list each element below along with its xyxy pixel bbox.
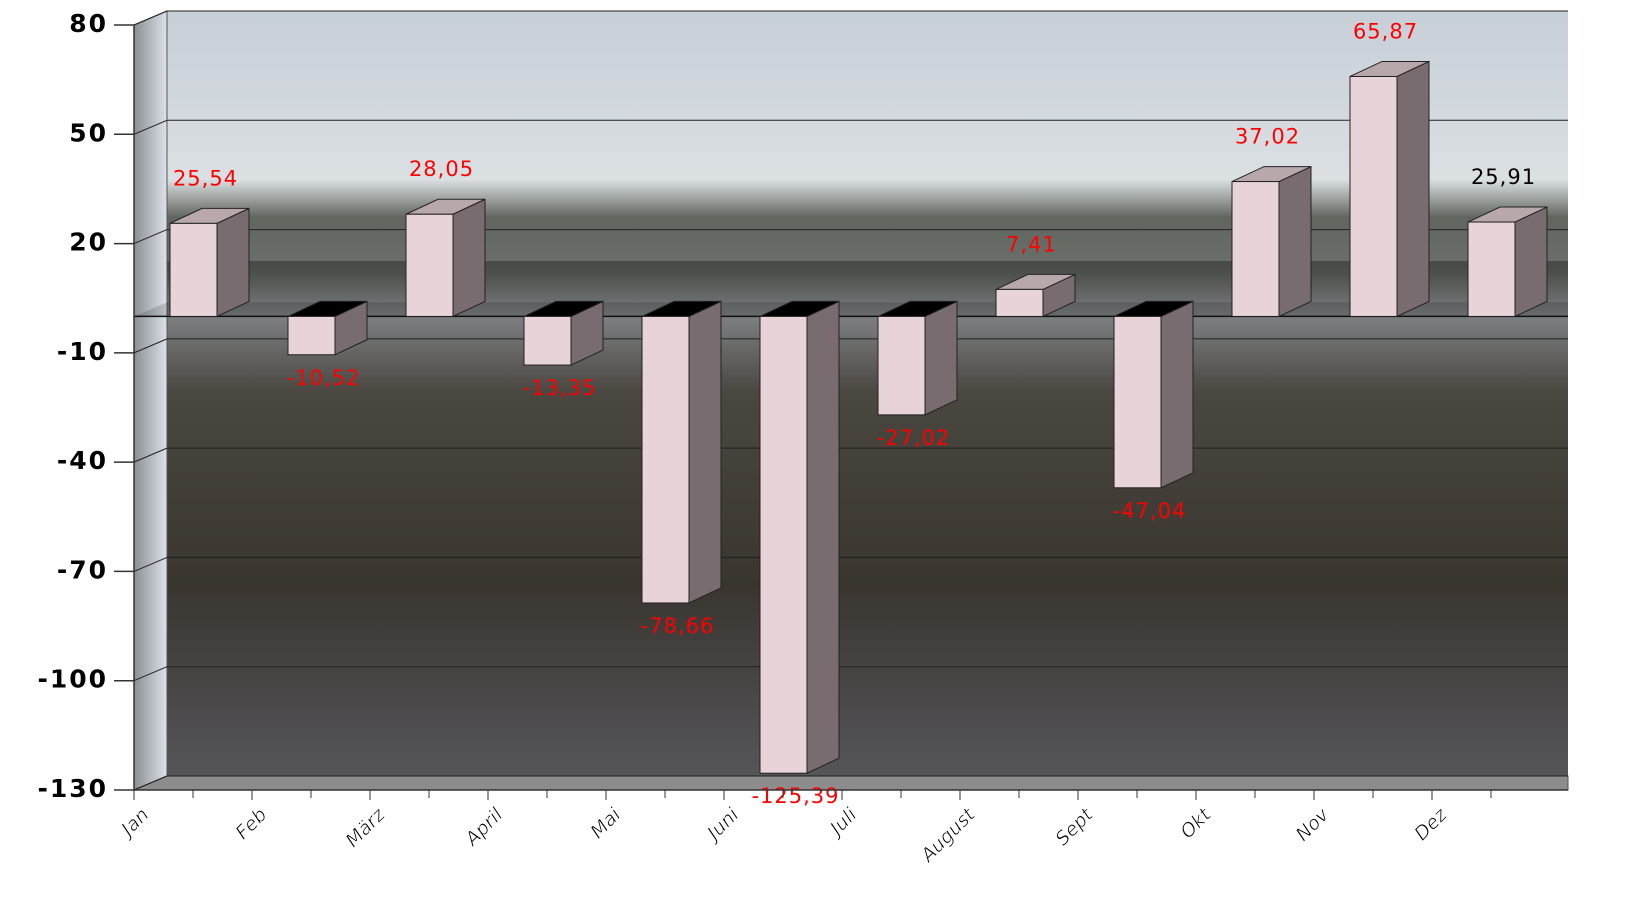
x-tick-label: Juni bbox=[700, 803, 744, 847]
bar-side bbox=[1160, 300, 1194, 489]
grid-line bbox=[133, 119, 168, 135]
bar bbox=[995, 288, 1044, 317]
value-label: -47,04 bbox=[1113, 499, 1187, 523]
grid-line bbox=[133, 10, 168, 26]
x-tick-label: Sept bbox=[1051, 803, 1098, 850]
value-label: -10,52 bbox=[287, 366, 361, 390]
bar-side bbox=[452, 198, 486, 318]
y-tick-label: -130 bbox=[37, 774, 108, 803]
y-tick-label: 50 bbox=[69, 118, 108, 147]
bar-side bbox=[924, 300, 958, 416]
bar bbox=[1349, 75, 1398, 317]
bar-side bbox=[216, 207, 250, 318]
bar-side bbox=[1396, 60, 1430, 318]
back-wall bbox=[167, 11, 1568, 776]
grid-line bbox=[133, 229, 168, 245]
x-tick-label: Mai bbox=[586, 803, 626, 843]
sky bbox=[167, 11, 1568, 261]
y-tick-label: -100 bbox=[37, 665, 108, 694]
x-tick-label: März bbox=[341, 803, 390, 852]
x-tick-label: Feb bbox=[231, 804, 271, 844]
value-label: -13,35 bbox=[523, 376, 597, 400]
bar bbox=[1467, 221, 1516, 317]
x-tick-label: August bbox=[915, 803, 980, 868]
zero-plane bbox=[134, 302, 1568, 317]
bar bbox=[287, 315, 336, 356]
value-label: 65,87 bbox=[1353, 19, 1418, 43]
value-label: 28,05 bbox=[409, 157, 474, 181]
y-tick-label: -10 bbox=[57, 337, 108, 366]
bar bbox=[877, 315, 926, 416]
value-label: 25,91 bbox=[1471, 165, 1536, 189]
grid-line bbox=[133, 447, 168, 463]
floor bbox=[133, 775, 1569, 791]
value-label: 7,41 bbox=[1006, 232, 1057, 256]
x-tick-label: April bbox=[460, 803, 508, 851]
x-tick-label: Okt bbox=[1176, 803, 1216, 843]
grid-line bbox=[133, 775, 168, 791]
value-label: -78,66 bbox=[641, 614, 715, 638]
bar-side bbox=[1514, 206, 1548, 318]
bar bbox=[523, 315, 572, 366]
bar bbox=[405, 213, 454, 317]
value-label: -125,39 bbox=[751, 784, 839, 808]
x-tick-label: Jan bbox=[114, 804, 153, 843]
bar-side bbox=[806, 300, 840, 774]
x-tick-label: Nov bbox=[1292, 803, 1334, 845]
bar-side bbox=[1278, 165, 1312, 318]
x-tick-label: Juli bbox=[823, 803, 862, 842]
bar bbox=[641, 315, 690, 604]
y-tick-label: 80 bbox=[69, 9, 108, 38]
value-label: 25,54 bbox=[173, 166, 238, 190]
bar bbox=[1113, 315, 1162, 489]
grid-line bbox=[133, 556, 168, 572]
y-tick-label: 20 bbox=[69, 228, 108, 257]
x-tick-label: Dez bbox=[1410, 803, 1452, 845]
grid-line bbox=[133, 338, 168, 354]
y-tick-label: -40 bbox=[57, 446, 108, 475]
bar-side bbox=[688, 300, 722, 604]
grid-line bbox=[133, 666, 168, 682]
value-label: 37,02 bbox=[1235, 125, 1300, 149]
bar bbox=[1231, 181, 1280, 317]
bar bbox=[169, 222, 218, 317]
left-wall bbox=[133, 10, 168, 791]
value-label: -27,02 bbox=[877, 426, 951, 450]
bar bbox=[759, 315, 808, 774]
y-tick-label: -70 bbox=[57, 555, 108, 584]
